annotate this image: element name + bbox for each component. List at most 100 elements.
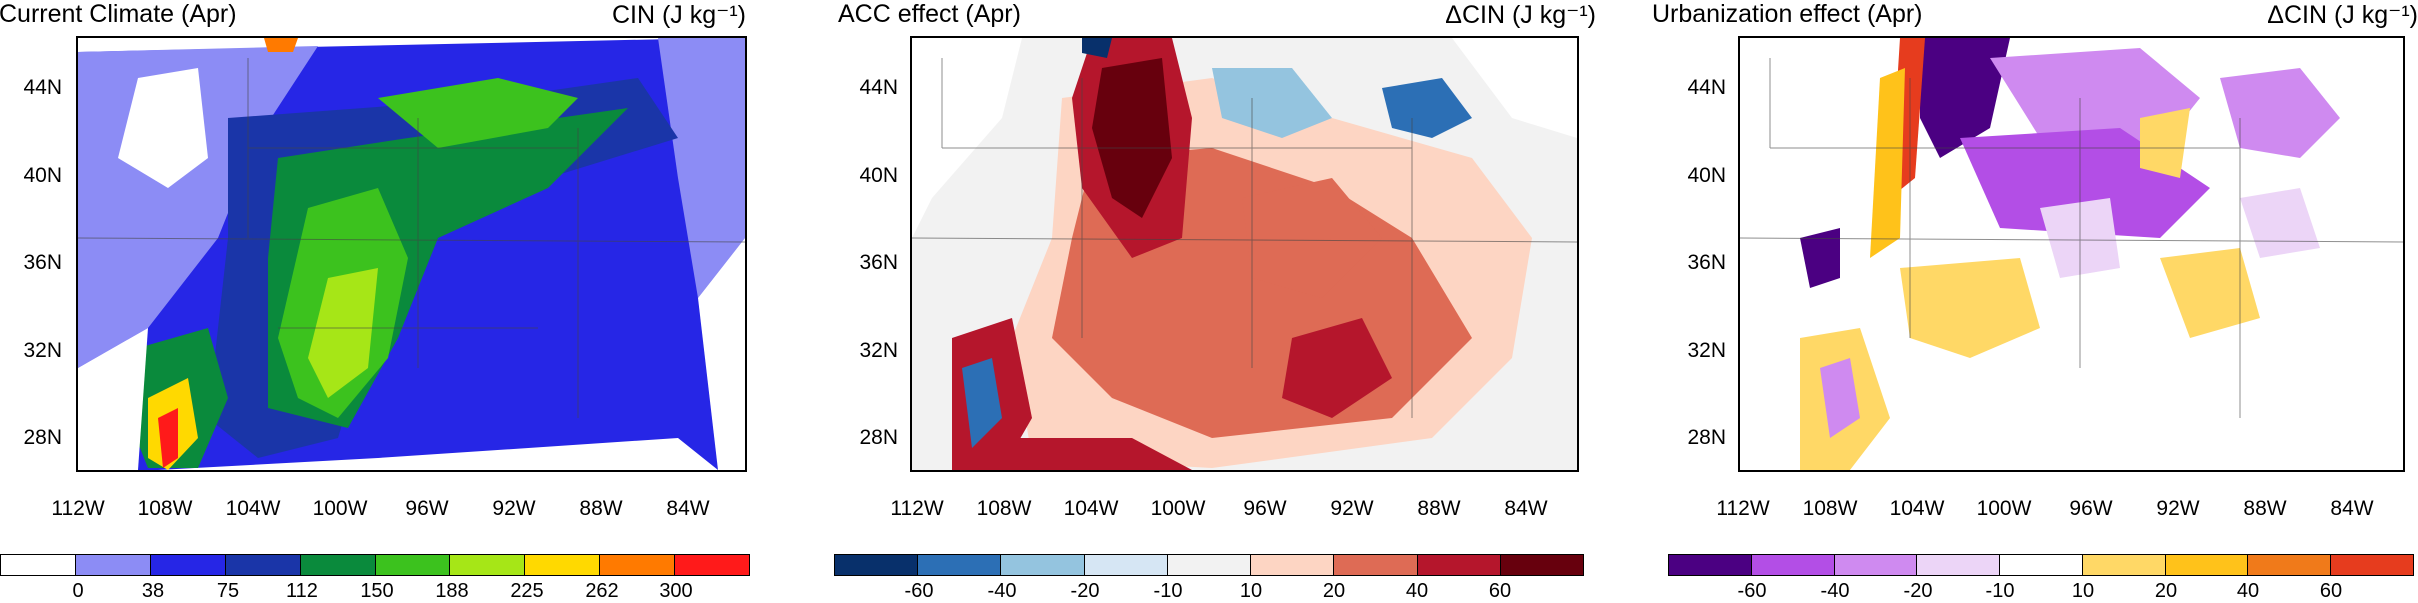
colorbar-label: 225: [510, 580, 544, 602]
colorbar-swatch: [375, 555, 451, 575]
colorbar-swatch: [1334, 555, 1418, 575]
panel-acc-effect: ACC effect (Apr) ΔCIN (J kg⁻¹): [830, 0, 1636, 602]
lon-label: 112W: [51, 497, 105, 520]
lat-label: 44N: [23, 76, 62, 99]
colorbar-label: 40: [2236, 580, 2260, 602]
lon-label: 92W: [492, 497, 536, 520]
lat-label: 32N: [23, 339, 62, 362]
lat-label: 40N: [23, 164, 62, 187]
colorbar-swatch: [1751, 555, 1835, 575]
lat-label: 40N: [1687, 164, 1726, 187]
colorbar-label: -10: [1153, 580, 1183, 602]
lon-label: 84W: [2330, 497, 2374, 520]
lat-label: 36N: [859, 251, 898, 274]
map-frame: [76, 36, 747, 472]
colorbar-label: 10: [2071, 580, 2095, 602]
lon-label: 92W: [1330, 497, 1374, 520]
colorbar-swatch: [675, 555, 750, 575]
colorbar-label: 150: [360, 580, 394, 602]
colorbar-label: -20: [1903, 580, 1933, 602]
lon-label: 96W: [1243, 497, 1287, 520]
colorbar-swatch: [525, 555, 601, 575]
colorbar-swatch: [600, 555, 676, 575]
lon-label: 104W: [1063, 497, 1119, 520]
lon-label: 100W: [1150, 497, 1206, 520]
colorbar-swatch: [2000, 555, 2083, 575]
colorbar-swatch: [1834, 555, 1918, 575]
colorbar-swatch: [1251, 555, 1335, 575]
lat-label: 32N: [859, 339, 898, 362]
colorbar-label: -20: [1070, 580, 1100, 602]
colorbar: [1668, 554, 2414, 576]
lat-label: 40N: [859, 164, 898, 187]
variable-label: ΔCIN (J kg⁻¹): [2267, 1, 2418, 29]
lon-label: 96W: [2069, 497, 2113, 520]
lat-label: 28N: [23, 426, 62, 449]
lon-label: 88W: [2243, 497, 2287, 520]
lon-label: 104W: [1889, 497, 1945, 520]
colorbar-label: 10: [1239, 580, 1263, 602]
variable-label: ΔCIN (J kg⁻¹): [1445, 1, 1596, 29]
lat-label: 44N: [859, 76, 898, 99]
colorbar-label: 0: [72, 580, 84, 602]
lon-label: 84W: [666, 497, 710, 520]
colorbar-swatch: [1669, 555, 1752, 575]
panel-title: Urbanization effect (Apr): [1652, 0, 1923, 28]
lon-label: 108W: [976, 497, 1032, 520]
colorbar-label: 20: [1322, 580, 1346, 602]
colorbar-label: 75: [216, 580, 240, 602]
colorbar-label: -40: [1820, 580, 1850, 602]
lat-label: 32N: [1687, 339, 1726, 362]
map-frame: [1738, 36, 2405, 472]
panel-title: Current Climate (Apr): [0, 0, 237, 28]
colorbar-swatch: [450, 555, 526, 575]
colorbar-swatch: [1917, 555, 2001, 575]
colorbar-label: -10: [1985, 580, 2015, 602]
colorbar-swatch: [2165, 555, 2249, 575]
cin-map: [78, 38, 745, 470]
lon-label: 92W: [2156, 497, 2200, 520]
lat-label: 28N: [859, 426, 898, 449]
lon-label: 112W: [1716, 497, 1770, 520]
colorbar-label: 20: [2154, 580, 2178, 602]
variable-label: CIN (J kg⁻¹): [611, 1, 746, 29]
lon-label: 100W: [312, 497, 368, 520]
lat-label: 36N: [1687, 251, 1726, 274]
panel-title: ACC effect (Apr): [838, 0, 1021, 28]
colorbar-label: 38: [141, 580, 165, 602]
colorbar-label: 60: [2319, 580, 2343, 602]
lon-label: 84W: [1504, 497, 1548, 520]
colorbar-label: -60: [1737, 580, 1767, 602]
lat-label: 36N: [23, 251, 62, 274]
delta-cin-urban-map: [1740, 38, 2403, 470]
colorbar-swatch: [1500, 555, 1583, 575]
colorbar-swatch: [918, 555, 1002, 575]
colorbar: [834, 554, 1584, 576]
map-frame: [910, 36, 1579, 472]
colorbar-swatch: [1417, 555, 1501, 575]
colorbar-swatch: [1001, 555, 1085, 575]
colorbar-label: 188: [435, 580, 469, 602]
colorbar-swatch: [2082, 555, 2166, 575]
colorbar-swatch: [2248, 555, 2332, 575]
colorbar-swatch: [150, 555, 226, 575]
colorbar-swatch: [225, 555, 301, 575]
colorbar-swatch: [75, 555, 151, 575]
delta-cin-acc-map: [912, 38, 1577, 470]
panel-urbanization-effect: Urbanization effect (Apr) ΔCIN (J kg⁻¹): [1612, 0, 2418, 602]
colorbar-label: 262: [585, 580, 619, 602]
lon-label: 100W: [1976, 497, 2032, 520]
colorbar-label: 60: [1488, 580, 1512, 602]
colorbar-label: 300: [659, 580, 693, 602]
colorbar-swatch: [1167, 555, 1252, 575]
lon-label: 108W: [1802, 497, 1858, 520]
colorbar-swatch: [300, 555, 376, 575]
colorbar-swatch: [2331, 555, 2414, 575]
lon-label: 88W: [579, 497, 623, 520]
colorbar-swatch: [1084, 555, 1168, 575]
lon-label: 104W: [225, 497, 281, 520]
lat-label: 44N: [1687, 76, 1726, 99]
panel-current-climate: Current Climate (Apr) CIN (J kg⁻¹): [0, 0, 806, 602]
colorbar-swatch: [1, 555, 76, 575]
lon-label: 88W: [1417, 497, 1461, 520]
